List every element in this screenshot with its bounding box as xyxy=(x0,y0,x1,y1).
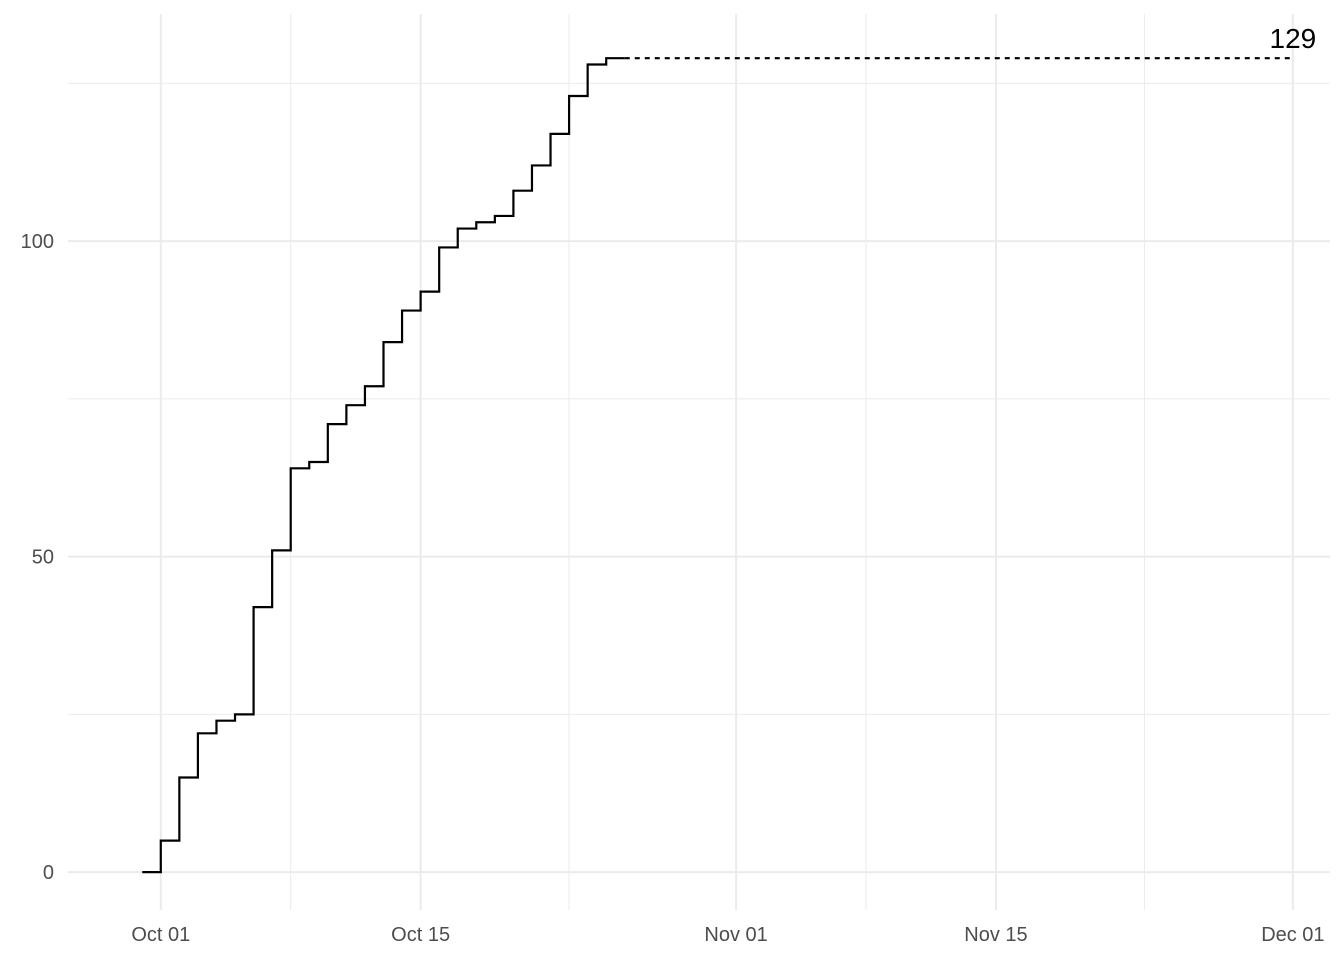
x-tick-label-4: Dec 01 xyxy=(1261,924,1324,946)
major-x-gridlines xyxy=(159,14,1294,910)
y-tick-label-2: 100 xyxy=(21,231,54,253)
minor-x-gridlines xyxy=(290,14,1145,910)
minor-y-gridlines xyxy=(68,82,1330,715)
x-tick-label-2: Nov 01 xyxy=(704,924,767,946)
x-tick-label-0: Oct 01 xyxy=(131,924,190,946)
cumulative-step-line xyxy=(142,57,625,874)
major-y-gridlines xyxy=(68,240,1330,874)
y-tick-label-0: 0 xyxy=(43,862,54,884)
y-axis-tick-labels: 0 50 100 xyxy=(21,231,54,884)
x-axis-tick-labels: Oct 01 Oct 15 Nov 01 Nov 15 Dec 01 xyxy=(131,924,1324,946)
final-value-annotation: 129 xyxy=(1270,23,1317,54)
y-tick-label-1: 50 xyxy=(32,547,54,569)
x-tick-label-1: Oct 15 xyxy=(391,924,450,946)
x-tick-label-3: Nov 15 xyxy=(964,924,1027,946)
